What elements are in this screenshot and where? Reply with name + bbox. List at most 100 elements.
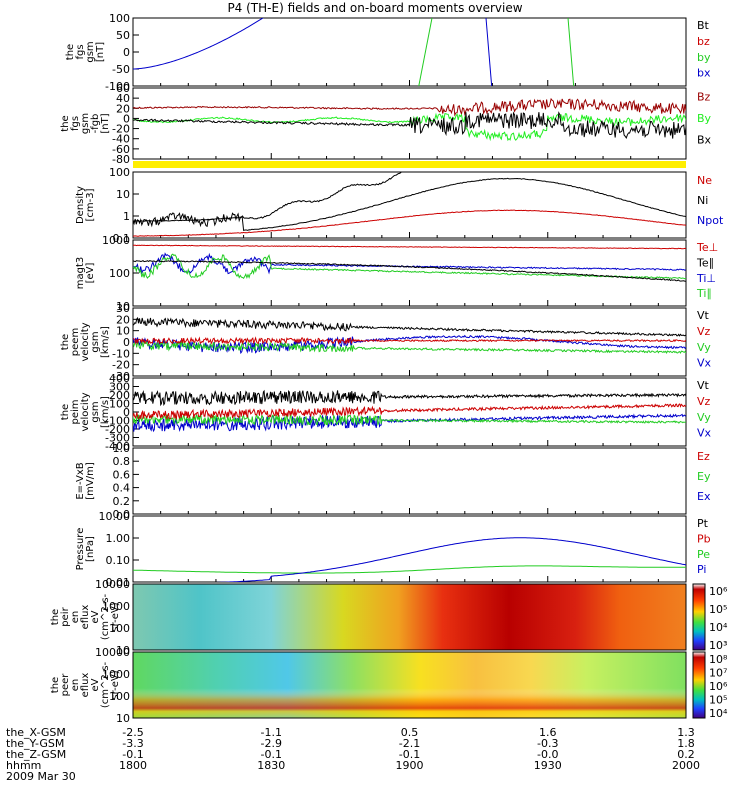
y-tick-label: -80 bbox=[112, 153, 130, 166]
y-axis-label: sr-eV) bbox=[110, 670, 121, 699]
y-axis-label: gsm bbox=[90, 331, 101, 352]
panel-data-2 bbox=[133, 172, 686, 237]
legend-entry-pt: Pt bbox=[697, 517, 709, 530]
y-tick-label: -300 bbox=[105, 432, 130, 445]
legend-entry-vz: Vz bbox=[697, 395, 711, 408]
y-tick-label: 10 bbox=[116, 325, 130, 338]
y-axis-label: the bbox=[60, 115, 71, 131]
panel-temp: 1000 100 10 magt3 [eV] Te⊥ Te∥ Ti⊥ Ti∥ bbox=[75, 234, 718, 313]
legend-entry-pb: Pb bbox=[697, 532, 711, 545]
y-axis-label: magt3 bbox=[75, 257, 86, 290]
panel-frame bbox=[132, 171, 687, 239]
legend-entry-vt: Vt bbox=[697, 379, 710, 392]
y-axis-label: eflux bbox=[80, 673, 91, 698]
legend-entry-te: Te⊥ bbox=[696, 241, 718, 254]
trace-te-perp bbox=[133, 244, 686, 250]
panel-efield: 1.00.80.60.40.20.0 E=-VxB [mV/m] Ez Ey Ex bbox=[75, 442, 711, 521]
panel-frame bbox=[132, 583, 687, 651]
ephemeris-value: 1.8 bbox=[677, 737, 695, 750]
y-tick-label: 20 bbox=[116, 313, 130, 326]
y-tick-label: 10 bbox=[116, 300, 130, 313]
ion-spectrogram bbox=[133, 584, 686, 650]
legend-entry-pe: Pe bbox=[697, 548, 710, 561]
y-axis-label: sr-eV) bbox=[110, 602, 121, 631]
legend-entry-bz: bz bbox=[697, 35, 710, 48]
y-tick-label: -60 bbox=[112, 143, 130, 156]
quality-flag-bar bbox=[133, 161, 686, 168]
ephemeris-value: -2.1 bbox=[399, 737, 420, 750]
y-axis-label: [eV] bbox=[85, 263, 96, 284]
y-tick-label: 30 bbox=[116, 302, 130, 315]
y-axis-label: [nPa] bbox=[85, 536, 96, 562]
y-axis-label: en bbox=[70, 611, 81, 624]
trace-bz bbox=[133, 97, 686, 117]
y-tick-label: 100 bbox=[109, 267, 130, 280]
y-axis-label: the bbox=[65, 44, 76, 60]
ephemeris-value: -0.1 bbox=[399, 748, 420, 761]
ephemeris-value: -0.0 bbox=[537, 748, 558, 761]
y-tick-label: 10 bbox=[116, 712, 130, 725]
y-axis-label: fgs bbox=[75, 44, 86, 59]
legend-entry-by: By bbox=[697, 112, 712, 125]
ephemeris-label: hhmm bbox=[6, 759, 41, 772]
x-tick-label: 1830 bbox=[257, 759, 285, 772]
legend-entry-bx: Bx bbox=[697, 133, 712, 146]
y-tick-label: -50 bbox=[112, 63, 130, 76]
trace-bx bbox=[133, 111, 686, 139]
colorbar bbox=[692, 583, 706, 651]
ephemeris-value: 0.2 bbox=[677, 748, 695, 761]
trace-vz bbox=[133, 336, 686, 346]
colorbar bbox=[692, 651, 706, 719]
panel-data-0 bbox=[133, 18, 575, 86]
y-axis-label: en bbox=[70, 679, 81, 692]
trace-vx bbox=[133, 413, 686, 433]
panel-fgs-a: 100 50 0 -50 -100 the fgs gsm [nT] Bt bz by bx bbox=[65, 12, 711, 93]
x-tick-label: 1930 bbox=[534, 759, 562, 772]
trace-by bbox=[567, 18, 575, 86]
y-tick-label: 0.1 bbox=[113, 232, 131, 245]
legend-entry-vy: Vy bbox=[697, 411, 711, 424]
trace-pe bbox=[133, 565, 686, 574]
y-axis-label: peer bbox=[60, 673, 71, 697]
legend-entry-ni: Ni bbox=[697, 194, 708, 207]
trace-vy bbox=[133, 412, 686, 427]
panel-density: 100 10 1 0.1 Density [cm-3] Ne Ni Npot bbox=[75, 166, 724, 245]
y-tick-label: 100 bbox=[109, 398, 130, 411]
legend-entry-ti: Ti⊥ bbox=[696, 272, 716, 285]
colorbar-label: 10⁶ bbox=[709, 680, 728, 693]
trace-vt bbox=[133, 389, 686, 407]
trace-vz bbox=[133, 403, 686, 421]
y-axis-label: the bbox=[60, 334, 71, 350]
ephemeris-value: 1.6 bbox=[539, 726, 557, 739]
trace-vy bbox=[133, 339, 686, 354]
trace-vt bbox=[133, 316, 686, 337]
panel-frame bbox=[132, 651, 687, 719]
colorbar-label: 10⁴ bbox=[709, 621, 728, 634]
y-tick-label: -30 bbox=[112, 370, 130, 383]
trace-by bbox=[418, 18, 433, 86]
y-tick-label: -20 bbox=[112, 359, 130, 372]
legend-entry-by: by bbox=[697, 51, 711, 64]
y-tick-label: -200 bbox=[105, 423, 130, 436]
trace-bx bbox=[485, 18, 493, 86]
trace-te-par bbox=[133, 259, 686, 282]
panel-data-9 bbox=[133, 652, 686, 718]
colorbar-label: 10⁷ bbox=[709, 667, 727, 680]
legend-entry-vx: Vx bbox=[697, 357, 712, 370]
legend-entry-ey: Ey bbox=[697, 470, 711, 483]
panel-data-8 bbox=[133, 584, 686, 650]
y-tick-label: 10 bbox=[116, 644, 130, 657]
panel-pressure: 10.00 1.00 0.10 0.01 Pressure [nPa] Pt Pb Pe Pi bbox=[75, 510, 711, 589]
legend-entry-pi: Pi bbox=[697, 563, 706, 576]
y-tick-label: 1 bbox=[123, 210, 130, 223]
panel-frame bbox=[132, 447, 687, 515]
y-tick-label: 20 bbox=[116, 102, 130, 115]
y-tick-label: 0.10 bbox=[106, 554, 131, 567]
y-tick-label: 40 bbox=[116, 92, 130, 105]
colorbar-label: 10⁴ bbox=[709, 707, 728, 720]
ephemeris-label: the_X-GSM bbox=[6, 726, 66, 739]
x-tick-label: 2000 bbox=[672, 759, 700, 772]
y-axis-label: [cm-3] bbox=[85, 188, 96, 221]
